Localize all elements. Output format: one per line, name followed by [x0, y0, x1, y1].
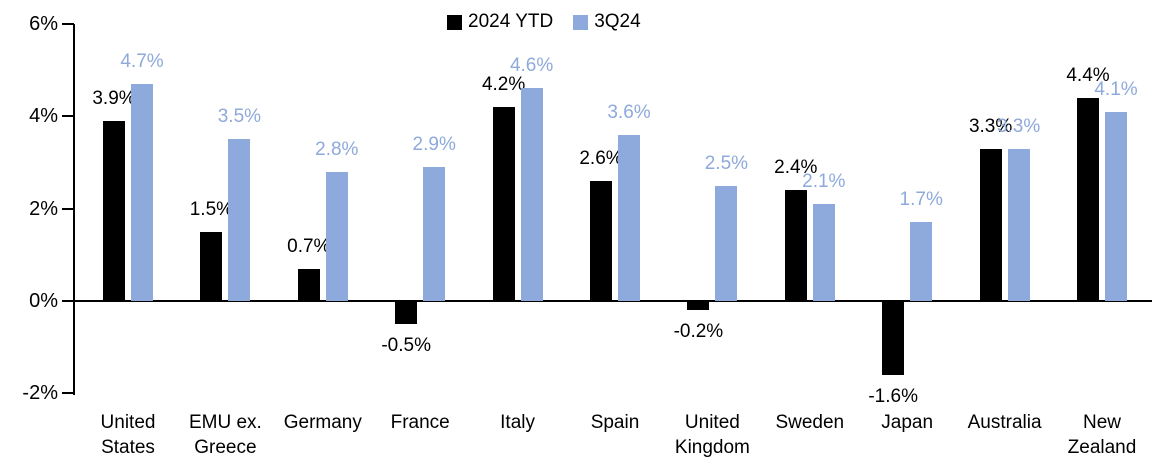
bar-2024-ytd: [882, 301, 905, 375]
bar-2024-ytd: [1077, 97, 1099, 301]
bar-3q24: [812, 203, 835, 301]
legend-swatch-icon: [573, 14, 589, 30]
legend-item-3q24: 3Q24: [573, 11, 641, 33]
value-label: 3.3%: [968, 115, 1013, 137]
value-label: -0.5%: [381, 335, 431, 357]
value-label: 4.4%: [1066, 64, 1110, 86]
category-label: Sweden: [775, 412, 845, 433]
value-label: 0.7%: [287, 235, 331, 257]
bar-2024-ytd: [297, 268, 320, 301]
bar-2024-ytd: [784, 190, 807, 301]
value-label: 2.4%: [774, 157, 818, 179]
bar-3q24: [1007, 148, 1030, 301]
bar-3q24: [228, 139, 251, 301]
legend-label: 3Q24: [594, 11, 641, 32]
value-label: 3.3%: [996, 115, 1041, 137]
bar-2024-ytd: [687, 301, 710, 311]
bar-2024-ytd: [103, 120, 125, 301]
bar-3q24: [423, 167, 446, 301]
bar-3q24: [131, 83, 153, 301]
value-label: 2.9%: [412, 134, 456, 156]
value-label: 4.7%: [120, 50, 164, 72]
value-label: -1.6%: [868, 385, 918, 407]
value-label: 4.2%: [481, 73, 526, 95]
category-label: United States: [100, 412, 156, 458]
bar-3q24: [910, 222, 933, 301]
y-axis-tick-label: 6%: [29, 12, 58, 35]
y-axis-tick: [62, 115, 74, 118]
bar-2024-ytd: [492, 106, 515, 301]
value-label: 1.5%: [189, 198, 234, 220]
bar-3q24: [618, 134, 640, 301]
bar-2024-ytd: [200, 231, 223, 301]
value-label: 2.6%: [579, 147, 623, 169]
category-label: Australia: [967, 412, 1042, 433]
y-axis-tick-label: 2%: [29, 197, 58, 220]
y-axis-tick-label: 4%: [29, 105, 58, 128]
y-axis-tick: [62, 22, 74, 25]
value-label: 3.6%: [607, 101, 651, 123]
y-axis-tick-label: 0%: [29, 290, 58, 312]
legend-swatch-icon: [447, 14, 462, 30]
zero-baseline: [73, 300, 1152, 302]
bar-2024-ytd: [979, 148, 1002, 301]
category-label: Spain: [590, 412, 640, 433]
value-label: 4.6%: [509, 55, 554, 77]
y-axis-tick: [62, 392, 74, 395]
bar-3q24: [325, 171, 348, 301]
y-axis-line: [73, 23, 75, 396]
category-label: United Kingdom: [674, 412, 750, 458]
category-label: New Zealand: [1067, 412, 1137, 458]
value-label: 4.1%: [1094, 78, 1138, 100]
value-label: 3.9%: [92, 87, 136, 109]
bar-3q24: [715, 185, 738, 301]
value-label: -0.2%: [673, 321, 724, 343]
category-label: EMU ex. Greece: [188, 412, 262, 458]
chart-legend: 2024 YTD 3Q24: [447, 11, 641, 33]
bar-2024-ytd: [395, 301, 418, 325]
bar-3q24: [1105, 111, 1127, 301]
y-axis-tick: [62, 207, 74, 210]
value-label: 1.7%: [899, 189, 943, 211]
y-axis-tick: [62, 300, 74, 302]
value-label: 2.8%: [315, 138, 359, 160]
value-label: 2.1%: [802, 170, 846, 192]
category-label: Italy: [500, 412, 536, 433]
value-label: 3.5%: [217, 106, 262, 128]
bar-3q24: [520, 88, 543, 301]
category-label: Germany: [283, 412, 362, 433]
legend-label: 2024 YTD: [468, 11, 554, 32]
value-label: 2.5%: [704, 152, 749, 174]
category-label: Japan: [881, 412, 934, 433]
y-axis-tick-label: -2%: [22, 382, 58, 405]
legend-item-2024-ytd: 2024 YTD: [447, 11, 553, 33]
category-label: France: [390, 412, 450, 433]
bar-2024-ytd: [590, 180, 612, 301]
